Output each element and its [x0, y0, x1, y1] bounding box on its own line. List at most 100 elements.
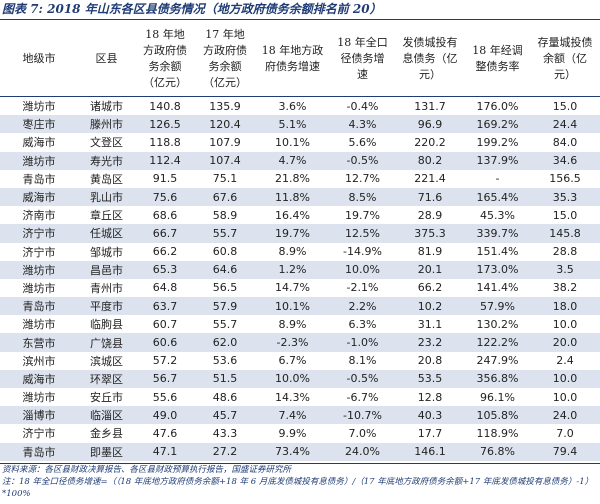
table-cell: 51.5 [195, 369, 255, 388]
table-cell: 146.1 [395, 442, 465, 461]
table-cell: 356.8% [465, 369, 530, 388]
table-row: 潍坊市 临朐县 60.7 55.7 8.9% 6.3% 31.1 130.2% 10.0 [0, 315, 600, 333]
table-cell: 潍坊市 [0, 151, 78, 170]
table-cell: 济南市 [22, 209, 56, 223]
table-cell: 12.7% [345, 172, 380, 186]
table-cell: 3.6% [278, 99, 307, 113]
table-cell: 60.6 [135, 333, 195, 352]
table-row: 济南市 章丘区 68.6 58.9 16.4% 19.7% 28.9 45.3% 15.0 [0, 206, 600, 224]
table-cell: 339.7% [465, 224, 530, 243]
table-cell: 84.0 [552, 135, 578, 149]
table-cell: 96.9 [395, 115, 465, 134]
table-cell: 28.9 [417, 208, 443, 222]
table-row: 青岛市 平度市 63.7 57.9 10.1% 2.2% 10.2 57.9% 18.0 [0, 297, 600, 316]
table-cell: 45.3% [480, 208, 515, 222]
table-cell: 滨城区 [90, 354, 123, 368]
table-row: 威海市 环翠区 56.7 51.5 10.0% -0.5% 53.5 356.8% 10.0 [0, 369, 600, 388]
header-cell: 18 年地方政府债务增速 [255, 22, 330, 97]
table-cell: 62.0 [195, 333, 255, 352]
table-cell: 11.8% [255, 187, 330, 207]
table-cell: 章丘区 [90, 209, 123, 223]
table-cell: 广饶县 [78, 333, 135, 352]
table-title: 图表 7: 2018 年山东各区县债务情况（地方政府债务余额排名前 20） [0, 0, 600, 20]
table-cell: 57.9% [465, 297, 530, 316]
table-cell: 邹城市 [90, 245, 123, 259]
table-cell: 青岛市 [22, 172, 56, 186]
table-cell: 375.3 [395, 224, 465, 243]
table-cell: 19.7% [255, 224, 330, 243]
table-row: 潍坊市 安丘市 55.6 48.6 14.3% -6.7% 12.8 96.1% 10.0 [0, 388, 600, 406]
table-cell: 21.8% [275, 172, 310, 186]
table-cell: 56.5 [212, 281, 238, 295]
table-cell: 75.6 [135, 187, 195, 207]
table-cell: 7.0% [348, 426, 377, 440]
table-cell: 220.2 [414, 135, 446, 149]
debt-table: 地级市 区县 18 年地方政府债务余额（亿元） 17 年地方政府债务余额（亿元） 18 … [0, 22, 600, 461]
table-cell: 38.2 [552, 281, 578, 295]
header-cell: 18 年全口径债务增速 [330, 22, 395, 97]
table-cell: -0.5% [330, 151, 395, 170]
table-row: 青岛市 即墨区 47.1 27.2 73.4% 24.0% 146.1 76.8% 79.4 [0, 442, 600, 461]
table-cell: - [495, 172, 500, 186]
table-cell: 10.0% [255, 369, 330, 388]
table-cell: 67.6 [195, 187, 255, 207]
table-cell: 141.4% [476, 281, 519, 295]
table-cell: 7.4% [255, 406, 330, 425]
table-cell: -2.3% [255, 333, 330, 352]
table-cell: 8.9% [278, 317, 307, 331]
table-cell: 10.1% [255, 297, 330, 316]
table-cell: 潍坊市 [0, 260, 78, 279]
table-cell: 66.2 [152, 245, 178, 259]
table-cell: 145.8 [530, 224, 600, 243]
table-cell: 寿光市 [78, 151, 135, 170]
table-cell: 2.4 [556, 354, 574, 368]
table-cell: 73.4% [255, 442, 330, 461]
table-cell: 滕州市 [78, 115, 135, 134]
table-cell: -2.1% [346, 281, 379, 295]
table-row: 东营市 广饶县 60.6 62.0 -2.3% -1.0% 23.2 122.2% 20.0 [0, 333, 600, 352]
table-cell: 威海市 [0, 187, 78, 207]
table-cell: 176.0% [476, 99, 519, 113]
table-cell: 135.9 [209, 99, 241, 113]
table-cell: 济宁市 [22, 427, 56, 441]
table-cell: 60.7 [152, 317, 178, 331]
table-cell: 安丘市 [90, 391, 123, 405]
table-cell: 14.7% [275, 281, 310, 295]
table-cell: 55.6 [152, 390, 178, 404]
table-cell: 64.6 [195, 260, 255, 279]
table-row: 潍坊市 昌邑市 65.3 64.6 1.2% 10.0% 20.1 173.0% 3.5 [0, 260, 600, 279]
table-cell: 65.3 [135, 260, 195, 279]
header-row: 地级市 区县 18 年地方政府债务余额（亿元） 17 年地方政府债务余额（亿元） 18 … [0, 22, 600, 97]
table-cell: 17.7 [417, 426, 443, 440]
table-row: 济宁市 金乡县 47.6 43.3 9.9% 7.0% 17.7 118.9% 7.0 [0, 424, 600, 442]
header-cell: 存量城投债余额（亿元） [530, 22, 600, 97]
table-cell: 10.2 [395, 297, 465, 316]
table-cell: 东营市 [0, 333, 78, 352]
footer: 资料来源：各区县财政决算报告、各区县财政预算执行报告，国盛证券研究所 注：18 … [0, 462, 600, 500]
table-cell: 12.5% [330, 224, 395, 243]
table-cell: 淄博市 [0, 406, 78, 425]
table-cell: 27.2 [195, 442, 255, 461]
table-cell: 任城区 [78, 224, 135, 243]
table-cell: 107.4 [195, 151, 255, 170]
table-cell: 青州市 [90, 281, 123, 295]
table-cell: 137.9% [465, 151, 530, 170]
table-cell: 56.7 [135, 369, 195, 388]
table-cell: 临朐县 [90, 318, 123, 332]
table-cell: 济宁市 [22, 245, 56, 259]
table-cell: 20.1 [395, 260, 465, 279]
table-cell: 35.3 [530, 187, 600, 207]
table-cell: 247.9% [476, 354, 519, 368]
table-cell: 10.0 [530, 369, 600, 388]
header-cell: 18 年地方政府债务余额（亿元） [135, 22, 195, 97]
table-cell: 24.4 [530, 115, 600, 134]
table-cell: 18.0 [530, 297, 600, 316]
table-cell: 66.2 [417, 281, 443, 295]
table-cell: 青岛市 [0, 297, 78, 316]
table-cell: 8.1% [348, 354, 377, 368]
table-cell: 126.5 [135, 115, 195, 134]
table-cell: 8.9% [278, 245, 307, 259]
table-cell: 24.0% [330, 442, 395, 461]
table-cell: 122.2% [465, 333, 530, 352]
